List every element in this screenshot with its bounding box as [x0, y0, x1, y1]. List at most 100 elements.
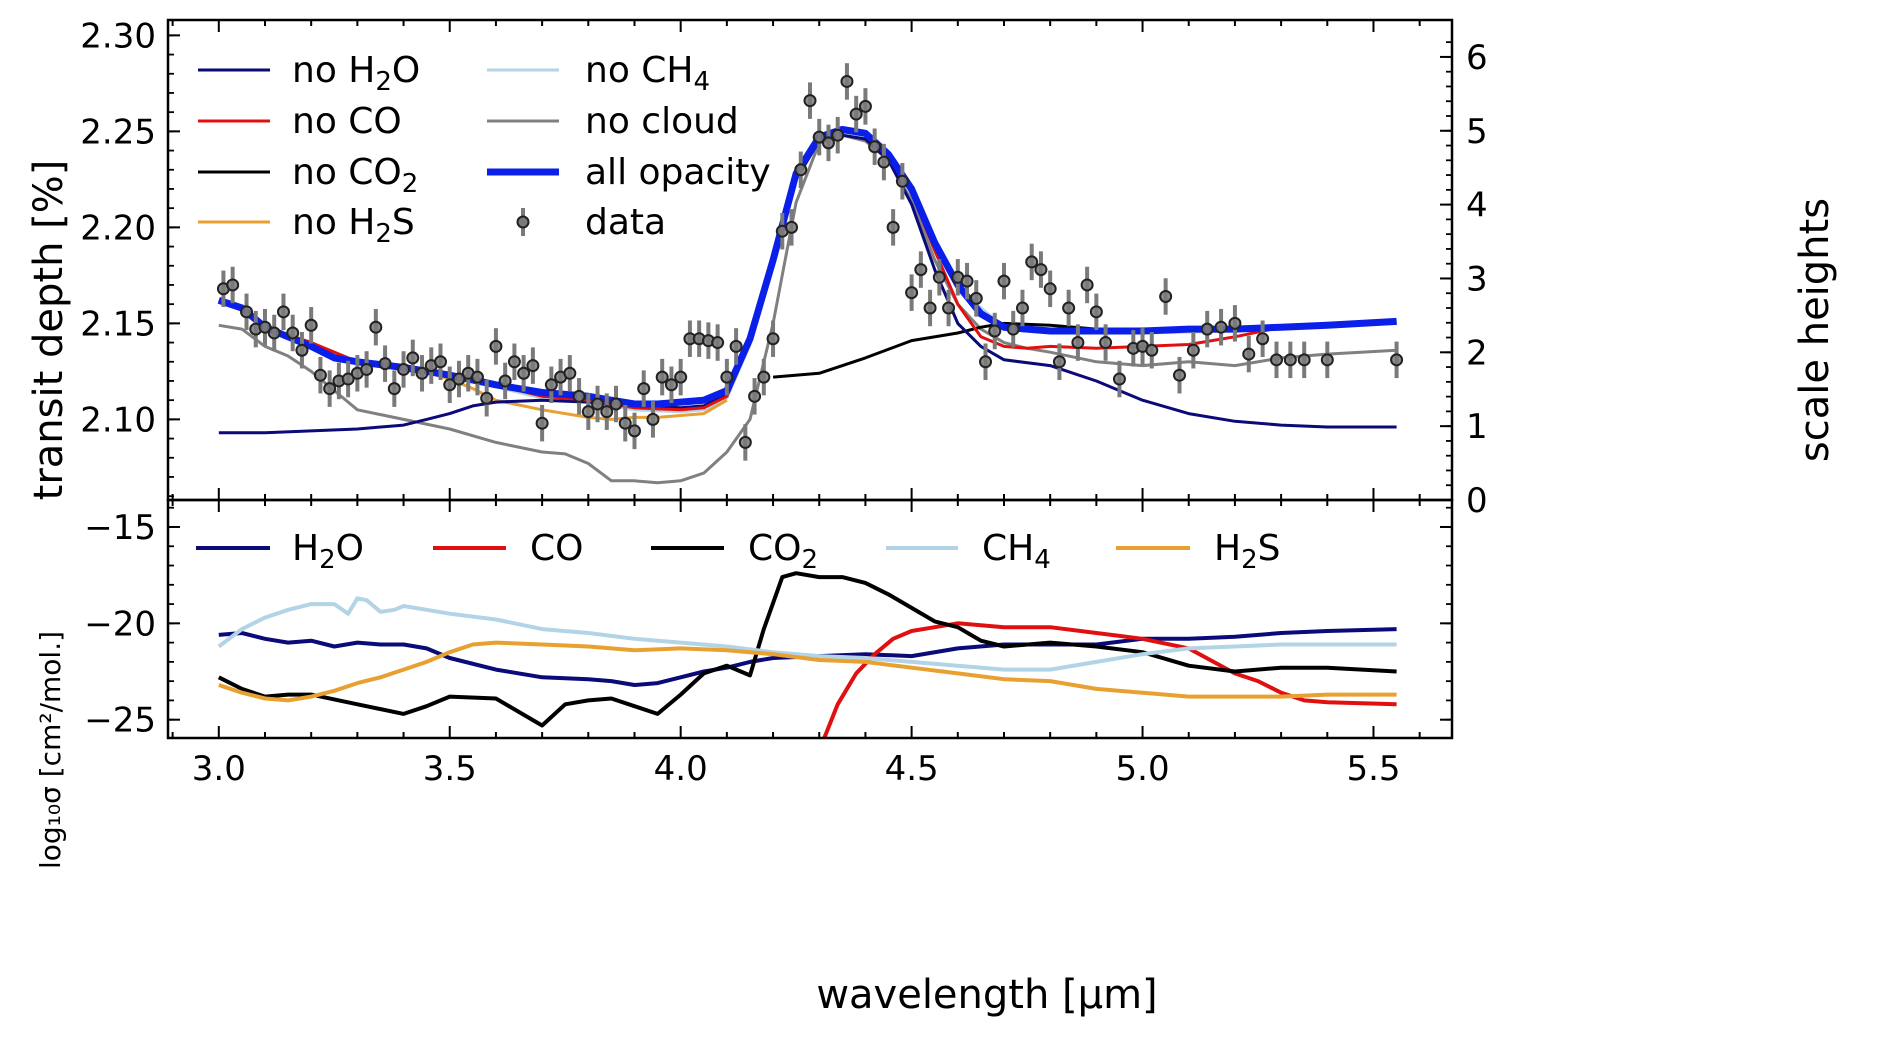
data-point [886, 220, 900, 234]
data-point [563, 366, 577, 380]
data-point [914, 263, 928, 277]
data-point [905, 286, 919, 300]
series-co-line [822, 621, 1397, 738]
data-point [627, 424, 641, 438]
data-point [591, 397, 605, 411]
data-point [1228, 316, 1242, 330]
data-point [895, 174, 909, 188]
y-axis-label-left: transit depth [%] [26, 160, 72, 501]
data-point [868, 140, 882, 154]
data-point [664, 378, 678, 392]
data-point [988, 324, 1002, 338]
data-point [378, 357, 392, 371]
data-point [997, 274, 1011, 288]
data-point [674, 370, 688, 384]
data-point [794, 163, 808, 177]
data-point [286, 326, 300, 340]
legend-data-marker [516, 215, 530, 229]
data-point [1015, 301, 1029, 315]
data-point [1159, 289, 1173, 303]
data-point [1242, 347, 1256, 361]
series-ch4-line [217, 596, 1397, 672]
series-all-opacity-line [217, 125, 1397, 408]
data-point [738, 435, 752, 449]
data-point [923, 301, 937, 315]
y-tick-label: 2.25 [80, 112, 156, 152]
data-point [258, 320, 272, 334]
data-point [1186, 343, 1200, 357]
data-point [1320, 353, 1334, 367]
data-point [526, 359, 540, 373]
data-point [1390, 353, 1404, 367]
data-point [517, 366, 531, 380]
data-point [831, 128, 845, 142]
legend-label: no CO [292, 101, 402, 142]
data-point [397, 362, 411, 376]
data-point [877, 155, 891, 169]
series-h2s-line [218, 640, 1397, 703]
x-tick-label: 3.5 [423, 749, 477, 789]
data-point [637, 382, 651, 396]
data-point [600, 405, 614, 419]
data-point [443, 378, 457, 392]
data-point [1071, 336, 1085, 350]
data-point [581, 405, 595, 419]
data-point [323, 382, 337, 396]
data-point [1256, 332, 1270, 346]
y-axis-label-right: scale heights [1792, 198, 1838, 462]
legend-label: CH4 [982, 528, 1051, 575]
y-tick-label: −20 [84, 604, 156, 644]
data-point [313, 368, 327, 382]
data-point [434, 355, 448, 369]
data-point [618, 416, 632, 430]
data-point [821, 136, 835, 150]
legend-label: all opacity [585, 152, 771, 193]
data-point [1200, 322, 1214, 336]
series-co2-line [217, 571, 1397, 728]
data-point [226, 278, 240, 292]
y-tick-label: 2.20 [80, 208, 156, 248]
legend-label: CO [530, 528, 583, 569]
legend-label: no cloud [585, 101, 739, 142]
data-point [1025, 255, 1039, 269]
data-point [276, 305, 290, 319]
data-point [655, 370, 669, 384]
x-axis-label: wavelength [µm] [816, 972, 1157, 1018]
data-point [711, 336, 725, 350]
data-point [535, 416, 549, 430]
data-point [720, 370, 734, 384]
legend-label: data [585, 202, 666, 243]
axes-frame [166, 498, 1454, 740]
data-point [785, 220, 799, 234]
data-point [942, 301, 956, 315]
y-right-tick-label: 0 [1466, 481, 1488, 521]
data-point [812, 130, 826, 144]
data-point [969, 291, 983, 305]
x-tick-label: 3.0 [192, 749, 246, 789]
data-point [1283, 353, 1297, 367]
legend-label: no CH4 [585, 50, 710, 97]
data-point [932, 270, 946, 284]
y-right-tick-label: 3 [1466, 259, 1488, 299]
data-point [480, 391, 494, 405]
data-point [1112, 372, 1126, 386]
bottom-series-group [217, 571, 1397, 738]
data-point [507, 355, 521, 369]
data-point [1043, 282, 1057, 296]
data-point [360, 362, 374, 376]
data-point [766, 332, 780, 346]
y-tick-label: 2.30 [80, 16, 156, 56]
x-tick-label: 4.0 [654, 749, 708, 789]
y-tick-label: −25 [84, 701, 156, 741]
y-tick-label: 2.10 [80, 400, 156, 440]
data-point [1062, 301, 1076, 315]
data-point [646, 412, 660, 426]
legend-label: no H2S [292, 202, 415, 249]
data-point [960, 274, 974, 288]
data-point [498, 374, 512, 388]
legend-label: no H2O [292, 50, 420, 97]
y-right-tick-label: 4 [1466, 186, 1488, 226]
bottom-legend: H2O CO CO2 CH4 H2S [196, 528, 1280, 575]
